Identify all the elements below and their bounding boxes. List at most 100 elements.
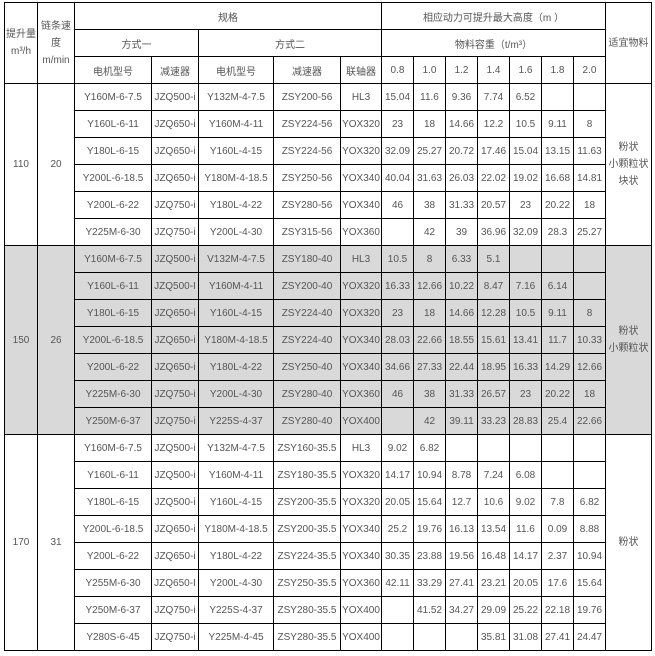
table-cell: 23 (381, 110, 414, 138)
header-row-1: 提升量 m³/h 链条速度 m/min 规格 相应动力可提升最大高度（m ） 适宜物… (4, 2, 652, 84)
table-cell: ZSY200-40 (273, 272, 341, 300)
table-row: Y180L-6-15 JZQ650-i Y160L-4-15 ZSY224-40 YOX… (5, 299, 652, 327)
table-cell: HL3 (340, 434, 382, 462)
table-cell: Y160M-6-7.5 (74, 245, 152, 273)
table-cell: 31.63 (413, 164, 446, 192)
table-row: Y200L-6-22 JZQ650-i Y180L-4-22 ZSY250-40 YOX… (5, 353, 652, 381)
table-cell: YOX400 (340, 596, 382, 624)
table-row: Y200L-6-18.5 JZQ650-i Y180M-4-18.5 ZSY250-5… (5, 164, 652, 192)
table-cell: 9.11 (541, 110, 574, 138)
table-cell: Y200L-6-22 (74, 191, 152, 219)
table-cell: YOX360 (340, 569, 382, 597)
table-cell: 12.7 (445, 488, 478, 516)
table-cell (541, 83, 574, 111)
table-cell: 29.09 (477, 596, 510, 624)
table-cell (381, 407, 414, 435)
table-cell: 19.76 (413, 515, 446, 543)
table-row: Y160L-6-11 JZQ500-I Y160M-4-11 ZSY200-40 YOX… (5, 272, 652, 300)
table-cell: 17.6 (541, 569, 574, 597)
table-cell: JZQ650-i (151, 137, 199, 165)
header-mode2: 方式二 (198, 29, 382, 57)
table-cell: 32.09 (381, 137, 414, 165)
table-cell: 20.05 (509, 569, 542, 597)
table-cell: 27.33 (413, 353, 446, 381)
table-cell: Y200L-4-30 (198, 218, 274, 246)
header-reducer2: 减速器 (273, 56, 341, 84)
table-cell: YOX340 (340, 515, 382, 543)
table-cell: 42 (413, 218, 446, 246)
table-cell: Y225M-4-45 (198, 623, 274, 651)
table-cell: 18.95 (477, 353, 510, 381)
table-cell: ZSY224-56 (273, 110, 341, 138)
table-cell (573, 434, 606, 462)
table-cell: 20.57 (477, 191, 510, 219)
table-row: Y200L-6-22 JZQ650-i Y180L-4-22 ZSY224-35.5 Y… (5, 542, 652, 570)
table-cell: YOX360 (340, 380, 382, 408)
table-cell: YOX400 (340, 407, 382, 435)
table-cell: 33.23 (477, 407, 510, 435)
header-density-value: 1.0 (413, 56, 446, 84)
table-cell: 23.88 (413, 542, 446, 570)
table-cell: Y200L-6-18.5 (74, 515, 152, 543)
table-cell: 22.18 (541, 596, 574, 624)
table-cell: ZSY224-40 (273, 299, 341, 327)
header-density-value: 1.8 (541, 56, 574, 84)
table-cell: JZQ650-i (151, 164, 199, 192)
table-cell (413, 623, 446, 651)
table-cell: ZSY280-35.5 (273, 596, 341, 624)
table-cell: 20.22 (541, 191, 574, 219)
table-cell: 12.2 (477, 110, 510, 138)
table-cell: Y200L-6-18.5 (74, 164, 152, 192)
material-line: 小颗粒状 (608, 343, 649, 354)
table-cell: 18 (413, 299, 446, 327)
table-cell: 18.55 (445, 326, 478, 354)
table-cell: 26.57 (477, 380, 510, 408)
table-cell: 10.5 (509, 110, 542, 138)
table-cell: Y200L-4-30 (198, 569, 274, 597)
table-cell (381, 596, 414, 624)
table-row: 150 26 Y160M-6-7.5 JZQ500-i V132M-4-7.5 ZSY18… (4, 245, 652, 435)
table-cell: ZSY224-40 (273, 326, 341, 354)
table-cell: 14.29 (541, 353, 574, 381)
table-cell: 16.13 (445, 515, 478, 543)
table-cell: 8.78 (445, 461, 478, 489)
table-cell: 14.81 (573, 164, 606, 192)
table-cell: 17.46 (477, 137, 510, 165)
table-cell (509, 245, 542, 273)
table-cell: JZQ500-i (151, 488, 199, 516)
table-cell: 16.48 (477, 542, 510, 570)
table-cell (381, 218, 414, 246)
table-cell: JZQ650-i (151, 542, 199, 570)
table-cell: 18 (413, 110, 446, 138)
table-cell: 34.27 (445, 596, 478, 624)
table-row: 110 20 Y160M-6-7.5 JZQ500-i Y132M-4-7.5 ZSY20… (4, 83, 652, 246)
table-cell: 31.33 (445, 380, 478, 408)
table-cell: YOX320 (340, 272, 382, 300)
table-cell: ZSY224-35.5 (273, 542, 341, 570)
table-cell: 23 (509, 191, 542, 219)
table-cell: JZQ650-i (151, 110, 199, 138)
table-cell: 27.41 (541, 623, 574, 651)
table-cell: 25.4 (541, 407, 574, 435)
table-row: Y160L-6-11 JZQ650-i Y160M-4-11 ZSY224-56 YOX… (5, 110, 652, 138)
table-cell: JZQ750-i (151, 191, 199, 219)
table-cell: 8.88 (573, 515, 606, 543)
table-cell: 5.1 (477, 245, 510, 273)
table-cell: Y160L-4-15 (198, 137, 274, 165)
table-cell: YOX400 (340, 623, 382, 651)
header-row-2: 方式一 方式二 物料容重（t/m³） (5, 29, 652, 57)
table-cell: ZSY250-35.5 (273, 569, 341, 597)
table-cell: JZQ500-i (151, 461, 199, 489)
table-cell: 28.3 (541, 218, 574, 246)
table-cell: 42 (413, 407, 446, 435)
table-row: Y200L-6-18.5 JZQ650-i Y180M-4-18.5 ZSY224-4… (5, 326, 652, 354)
table-cell: 19.02 (509, 164, 542, 192)
material-line: 粉状 (618, 537, 639, 548)
table-cell: 7.8 (541, 488, 574, 516)
table-cell: Y200L-6-22 (74, 353, 152, 381)
table-cell: 16.68 (541, 164, 574, 192)
table-cell: ZSY224-56 (273, 137, 341, 165)
table-row: Y225M-6-30 JZQ750-i Y200L-4-30 ZSY315-56 YOX… (5, 218, 652, 246)
table-cell: Y250M-6-37 (74, 596, 152, 624)
table-cell: 31.33 (445, 191, 478, 219)
